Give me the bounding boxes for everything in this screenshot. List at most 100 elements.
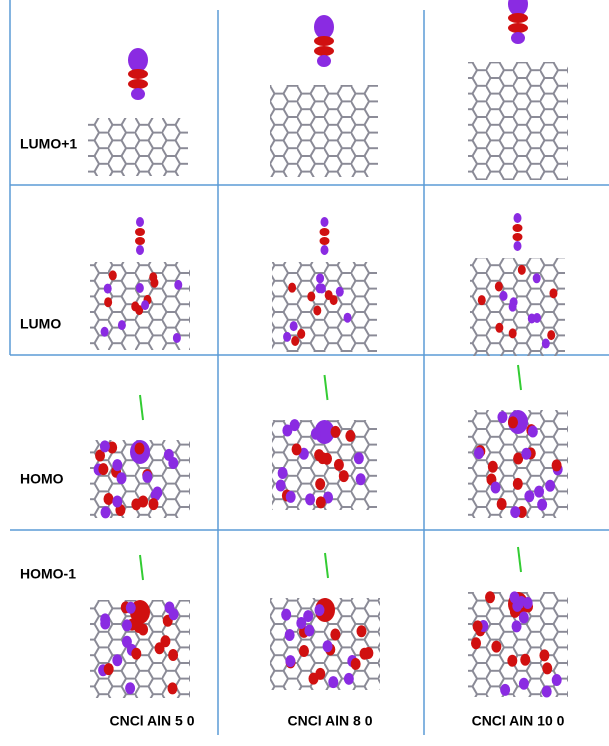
- orbital-lobe: [334, 459, 344, 471]
- orbital-lobe: [316, 496, 326, 508]
- orbital-lobe: [314, 36, 334, 46]
- orbital-lobe: [311, 428, 321, 440]
- orbital-lobe: [547, 330, 555, 340]
- orbital-lobe: [122, 619, 132, 631]
- orbital-lobe: [283, 332, 291, 342]
- orbital-lobe: [125, 682, 135, 694]
- orbital-lobe: [330, 295, 338, 305]
- orbital-lobe: [167, 682, 177, 694]
- orbital-lobe: [339, 470, 349, 482]
- orbital-lobe: [491, 641, 501, 653]
- orbital-lobe: [315, 668, 325, 680]
- orbital-lobe: [533, 273, 541, 283]
- orbital-lobe: [507, 655, 517, 667]
- orbital-lobe: [100, 440, 110, 452]
- orbital-lobe: [152, 486, 162, 498]
- orbital-lobe: [552, 459, 562, 471]
- orbital-lobe: [533, 313, 541, 323]
- orbital-lobe: [485, 591, 495, 603]
- orbital-lobe: [109, 270, 117, 280]
- orbital-lobe: [336, 287, 344, 297]
- orbital-lobe: [116, 472, 126, 484]
- orbital-lobe: [292, 443, 302, 455]
- orbital-lobe: [321, 245, 329, 255]
- orbital-lobe: [131, 88, 145, 100]
- orbital-lobe: [357, 625, 367, 637]
- orbital-lobe: [330, 629, 340, 641]
- orbital-lobe: [304, 625, 314, 637]
- orbital-lobe: [141, 300, 149, 310]
- chlorine-bond: [518, 365, 521, 390]
- orbital-lobe: [112, 495, 122, 507]
- orbital-lobe: [134, 443, 144, 455]
- orbital-lobe: [354, 452, 364, 464]
- row-label: HOMO-1: [20, 566, 76, 582]
- orbital-lobe: [478, 295, 486, 305]
- orbital-lobe: [513, 224, 523, 232]
- orbital-lobe: [514, 213, 522, 223]
- orbital-lobe: [282, 424, 292, 436]
- orbital-lobe: [136, 245, 144, 255]
- orbital-lobe: [545, 480, 555, 492]
- orbital-lobe: [549, 288, 557, 298]
- orbital-lobe: [471, 637, 481, 649]
- orbital-lobe: [510, 297, 518, 307]
- orbital-lobe: [528, 426, 538, 438]
- orbital-lobe: [552, 674, 562, 686]
- orbital-lobe: [136, 217, 144, 227]
- orbital-lobe: [104, 663, 114, 675]
- orbital-lobe: [104, 297, 112, 307]
- chlorine-bond: [518, 547, 521, 572]
- orbital-lobe: [278, 467, 288, 479]
- orbital-lobe: [136, 283, 144, 293]
- orbital-lobe: [519, 611, 529, 623]
- orbital-lobe: [135, 228, 145, 236]
- orbital-lobe: [160, 635, 170, 647]
- orbital-lobe: [297, 329, 305, 339]
- orbital-lobe: [344, 673, 354, 685]
- orbital-lobe: [286, 491, 296, 503]
- orbital-lobe: [285, 629, 295, 641]
- orbital-lobe: [473, 620, 483, 632]
- orbital-lobe: [521, 448, 531, 460]
- orbital-lobe: [542, 339, 550, 349]
- row-label: LUMO: [20, 316, 61, 332]
- orbital-lobe: [296, 617, 306, 629]
- orbital-lobe: [509, 328, 517, 338]
- orbital-lobe: [500, 291, 508, 301]
- orbital-lobe: [316, 273, 324, 283]
- orbital-lobe: [128, 69, 148, 79]
- orbital-lobe: [320, 237, 330, 245]
- orbital-lobe: [488, 461, 498, 473]
- orbital-lobe: [148, 498, 158, 510]
- orbital-lobe: [523, 597, 533, 609]
- orbital-lobe: [288, 283, 296, 293]
- orbital-lobe: [524, 490, 534, 502]
- orbital-lobe: [138, 495, 148, 507]
- orbital-lobe: [98, 463, 108, 475]
- row-label: HOMO: [20, 471, 64, 487]
- orbital-lobe: [173, 333, 181, 343]
- orbital-lobe: [118, 320, 126, 330]
- nanotube: [468, 62, 568, 180]
- orbital-lobe: [513, 233, 523, 241]
- column-label: CNCl AlN 5 0: [109, 713, 194, 729]
- orbital-lobe: [508, 23, 528, 33]
- column-label: CNCl AlN 8 0: [287, 713, 372, 729]
- orbital-lobe: [520, 654, 530, 666]
- row-label: LUMO+1: [20, 136, 77, 152]
- orbital-lobe: [112, 459, 122, 471]
- figure: LUMO+1 LUMO HOMO HOMO-1 CNCl AlN 5 0 CNC…: [0, 0, 609, 746]
- orbital-lobe: [305, 493, 315, 505]
- orbital-lobe: [314, 46, 334, 56]
- orbital-lobe: [363, 647, 373, 659]
- orbital-lobe: [291, 336, 299, 346]
- orbital-lobe: [356, 473, 366, 485]
- orbital-lobe: [276, 480, 286, 492]
- orbital-lobe: [281, 609, 291, 621]
- orbital-lobe: [135, 237, 145, 245]
- orbital-lobe: [104, 284, 112, 294]
- nanotube: [270, 85, 378, 177]
- cells: [88, 0, 568, 698]
- orbital-lobe: [318, 284, 326, 294]
